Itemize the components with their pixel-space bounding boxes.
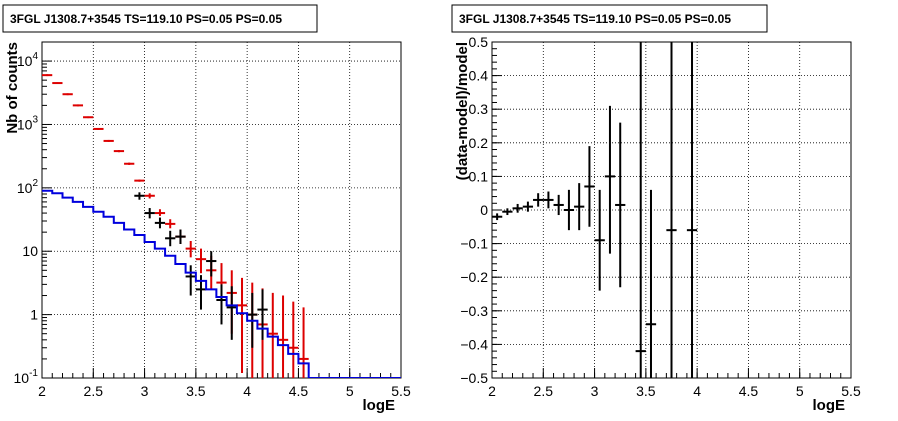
spectrum-panel: 3FGL J1308.7+3545 TS=119.10 PS=0.05 PS=0… (2, 4, 411, 414)
data-point (144, 208, 155, 219)
x-tick-label: 2 (488, 383, 496, 399)
data-point (512, 203, 523, 213)
data-point (134, 192, 145, 200)
data-point (154, 209, 166, 216)
title-box (2, 4, 318, 33)
x-tick-label: 4.5 (289, 383, 309, 399)
y-tick-label: −0.2 (460, 269, 488, 285)
chart-title: 3FGL J1308.7+3545 TS=119.10 PS=0.05 PS=0… (10, 12, 282, 26)
y-tick-label: 103 (17, 114, 39, 132)
data-point (185, 265, 196, 296)
data-point (666, 42, 677, 378)
data-point (594, 189, 605, 291)
y-tick-label: 0.5 (469, 34, 489, 50)
data-point (492, 213, 503, 221)
x-tick-label: 3 (141, 383, 149, 399)
y-tick-label: 0.1 (469, 168, 489, 184)
title-box (451, 4, 768, 33)
x-tick-label: 2.5 (84, 383, 104, 399)
data-point (113, 150, 125, 153)
x-tick-label: 3 (591, 383, 599, 399)
data-point (574, 183, 585, 231)
y-tick-label: 10 (22, 243, 38, 259)
data-layer (492, 42, 698, 378)
y-tick-label: 104 (17, 51, 39, 69)
x-axis-label: logE (363, 397, 396, 414)
y-tick-label: −0.5 (460, 370, 488, 386)
residual-panel: 3FGL J1308.7+3545 TS=119.10 PS=0.05 PS=0… (451, 4, 861, 414)
data-point (72, 104, 84, 107)
data-point (226, 286, 237, 340)
y-tick-label: 0.3 (469, 101, 489, 117)
y-tick-label: 0 (480, 202, 488, 218)
data-point (553, 194, 564, 216)
data-point (236, 277, 248, 373)
x-tick-label: 2.5 (534, 383, 554, 399)
data-layer (42, 74, 401, 378)
data-point (267, 292, 278, 378)
data-point (604, 105, 616, 254)
chart-title: 3FGL J1308.7+3545 TS=119.10 PS=0.05 PS=0… (459, 12, 731, 26)
y-axis-label: Nb of counts (4, 42, 21, 134)
x-axis-label: logE (813, 397, 846, 414)
data-point (83, 116, 94, 119)
data-point (165, 219, 176, 229)
model-step-line (42, 189, 401, 378)
x-tick-label: 5.5 (841, 383, 861, 399)
x-tick-label: 3.5 (186, 383, 206, 399)
x-tick-label: 5 (796, 383, 804, 399)
data-point (645, 189, 657, 378)
y-tick-label: 102 (17, 178, 39, 196)
data-point (175, 229, 186, 245)
data-point (93, 127, 104, 130)
data-point (185, 241, 196, 258)
x-tick-label: 4.5 (739, 383, 759, 399)
data-point (288, 301, 299, 378)
data-point (533, 193, 544, 207)
y-tick-label: 10-1 (14, 368, 39, 386)
x-tick-label: 3.5 (636, 383, 656, 399)
y-tick-label: 0.2 (469, 135, 489, 151)
data-point (165, 230, 176, 247)
data-point (257, 289, 268, 340)
data-point (103, 139, 114, 142)
data-point (154, 217, 166, 229)
data-point (124, 162, 135, 165)
data-point (584, 146, 595, 227)
y-tick-label: −0.1 (460, 236, 488, 252)
data-point (52, 82, 63, 85)
data-point (216, 284, 227, 325)
data-point (206, 251, 217, 277)
data-point (686, 42, 698, 378)
y-tick-label: −0.4 (460, 336, 488, 352)
x-tick-label: 4 (243, 383, 251, 399)
data-point (502, 208, 513, 216)
data-point (277, 295, 289, 378)
x-tick-label: 5 (346, 383, 354, 399)
plot-frame (41, 41, 402, 379)
data-point (543, 191, 554, 209)
x-tick-label: 4 (693, 383, 701, 399)
data-point (615, 122, 626, 288)
data-point (563, 189, 575, 231)
data-point (62, 93, 73, 96)
y-tick-label: 0.4 (469, 68, 489, 84)
data-point (635, 42, 646, 378)
y-tick-label: −0.3 (460, 303, 488, 319)
data-point (144, 193, 155, 199)
data-point (298, 307, 309, 378)
x-tick-label: 2 (38, 383, 46, 399)
data-point (522, 201, 534, 212)
y-axis-label: (data-model)/model (454, 42, 471, 180)
data-point (42, 74, 53, 77)
y-tick-label: 1 (30, 307, 38, 323)
x-tick-label: 5.5 (391, 383, 411, 399)
data-point (195, 248, 207, 274)
data-point (134, 179, 145, 182)
